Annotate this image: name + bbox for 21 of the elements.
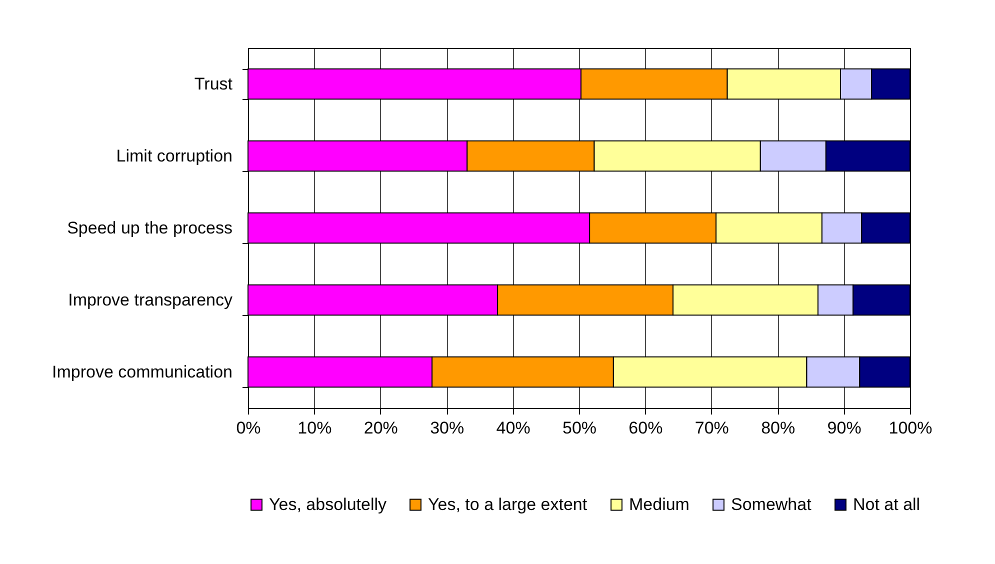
y-tick-label: Trust xyxy=(194,74,233,94)
x-tick-label: 10% xyxy=(298,418,332,438)
legend-label: Somewhat xyxy=(731,494,812,514)
x-tick-label: 60% xyxy=(628,418,663,438)
x-tick-label: 100% xyxy=(888,418,932,438)
legend-label: Yes, absolutelly xyxy=(269,494,388,514)
x-tick-label: 50% xyxy=(562,418,597,438)
legend-label: Medium xyxy=(629,494,690,514)
x-tick-label: 0% xyxy=(236,418,261,438)
y-tick-label: Limit corruption xyxy=(116,146,232,166)
x-tick-label: 20% xyxy=(364,418,398,438)
x-tick-label: 80% xyxy=(761,418,796,438)
legend-label: Yes, to a large extent xyxy=(428,494,588,514)
y-tick-label: Speed up the process xyxy=(67,218,232,238)
y-tick-label: Improve transparency xyxy=(68,290,233,310)
x-tick-label: 30% xyxy=(430,418,464,438)
x-tick-label: 70% xyxy=(694,418,729,438)
x-tick-label: 90% xyxy=(827,418,862,438)
y-tick-label: Improve communication xyxy=(52,362,232,382)
x-tick-label: 40% xyxy=(496,418,530,438)
legend-label: Not at all xyxy=(853,494,920,514)
